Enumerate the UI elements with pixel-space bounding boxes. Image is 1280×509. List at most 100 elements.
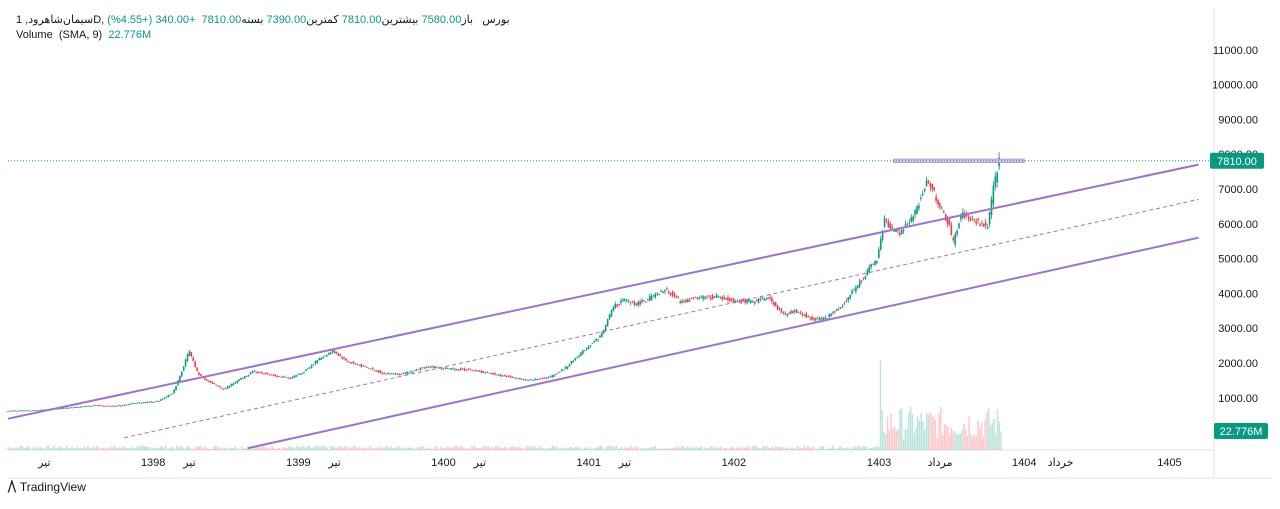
candle-body	[268, 374, 271, 376]
volume-bar	[85, 448, 87, 450]
volume-bar	[801, 448, 804, 450]
volume-bar	[186, 446, 188, 450]
volume-bar	[560, 447, 562, 450]
volume-bar	[996, 409, 999, 450]
candle-body	[771, 297, 773, 302]
candle-body	[387, 372, 389, 375]
volume-bar	[299, 447, 302, 450]
candle-body	[891, 226, 893, 229]
volume-bar	[289, 445, 291, 450]
volume-bar	[821, 445, 823, 450]
volume-bar	[383, 448, 385, 450]
volume-bar	[494, 446, 497, 450]
candle-body	[538, 378, 540, 380]
volume-bar	[239, 449, 241, 450]
candle-body	[240, 378, 242, 380]
candle-body	[322, 357, 324, 359]
volume-bar	[833, 449, 836, 450]
volume-bar	[661, 448, 664, 450]
candle-body	[110, 405, 112, 407]
candle-body	[618, 304, 620, 306]
candle-body	[916, 205, 918, 214]
candle-body	[933, 187, 935, 191]
candle-body	[427, 366, 429, 368]
volume-series	[7, 360, 1002, 450]
volume-bar	[434, 446, 437, 450]
candle-body	[450, 368, 452, 370]
volume-bar	[578, 447, 580, 450]
volume-bar	[860, 448, 862, 450]
candle-body	[797, 312, 800, 314]
candle-body	[74, 407, 76, 409]
candle-body	[937, 200, 939, 205]
candle-body	[400, 373, 403, 375]
candle-body	[16, 411, 19, 412]
volume-bar	[503, 447, 506, 450]
volume-bar	[72, 447, 75, 450]
volume-bar	[322, 446, 325, 450]
candle-body	[633, 302, 636, 305]
volume-bar	[651, 447, 653, 450]
candle-body	[442, 368, 445, 370]
candle-body	[341, 357, 343, 359]
volume-bar	[181, 446, 183, 450]
candle-body	[476, 370, 479, 372]
legend-symbol[interactable]: سیمان‌شاهرود, 1D, بورس	[16, 14, 510, 26]
candle-body	[83, 406, 86, 408]
candle-body	[715, 295, 718, 298]
volume-bar	[30, 448, 32, 450]
volume-bar	[897, 429, 899, 450]
candle-body	[96, 405, 99, 406]
volume-bar	[925, 412, 928, 450]
volume-bar	[975, 436, 977, 450]
candle-body	[482, 371, 485, 373]
volume-bar	[909, 407, 912, 450]
volume-bar	[292, 447, 295, 450]
candle-body	[81, 406, 84, 408]
volume-bar	[642, 448, 644, 450]
candle-body	[245, 376, 248, 377]
candle-body	[211, 381, 214, 384]
volume-bar	[991, 422, 993, 450]
candle-body	[729, 298, 731, 301]
volume-bar	[932, 416, 935, 450]
volume-bar	[510, 446, 513, 450]
candle-body	[169, 394, 172, 396]
candle-body	[574, 358, 576, 361]
candle-body	[291, 376, 294, 379]
candle-body	[127, 404, 130, 406]
volume-bar	[156, 448, 158, 450]
candle-body	[973, 219, 976, 221]
volume-bar	[727, 449, 729, 450]
volume-bar	[916, 416, 919, 450]
volume-bar	[271, 445, 273, 450]
candle-body	[488, 372, 491, 374]
volume-bar	[759, 448, 761, 450]
volume-bar	[904, 429, 906, 450]
candle-body	[433, 366, 435, 368]
price-tick-label: 1000.00	[1218, 393, 1258, 405]
volume-bar	[379, 448, 382, 450]
candle-body	[379, 370, 382, 373]
volume-bar	[23, 447, 25, 450]
volume-bar	[675, 446, 678, 450]
candle-body	[331, 350, 334, 353]
volume-bar	[287, 447, 289, 450]
volume-bar	[473, 445, 476, 450]
volume-bar	[340, 447, 343, 450]
candle-body	[839, 307, 842, 309]
volume-bar	[720, 446, 722, 450]
volume-bar	[838, 447, 841, 450]
volume-bar	[498, 446, 500, 450]
volume-legend[interactable]: Volume (SMA, 9) 22.776M	[16, 29, 151, 41]
brand[interactable]: ⧸⧹ TradingView	[8, 479, 86, 495]
volume-bar	[136, 446, 139, 450]
volume-bar	[746, 446, 749, 450]
candle-body	[368, 367, 370, 369]
volume-bar	[535, 447, 538, 450]
candle-body	[847, 297, 850, 301]
candle-body	[406, 372, 408, 375]
volume-bar	[14, 447, 16, 450]
volume-bar	[941, 435, 944, 450]
